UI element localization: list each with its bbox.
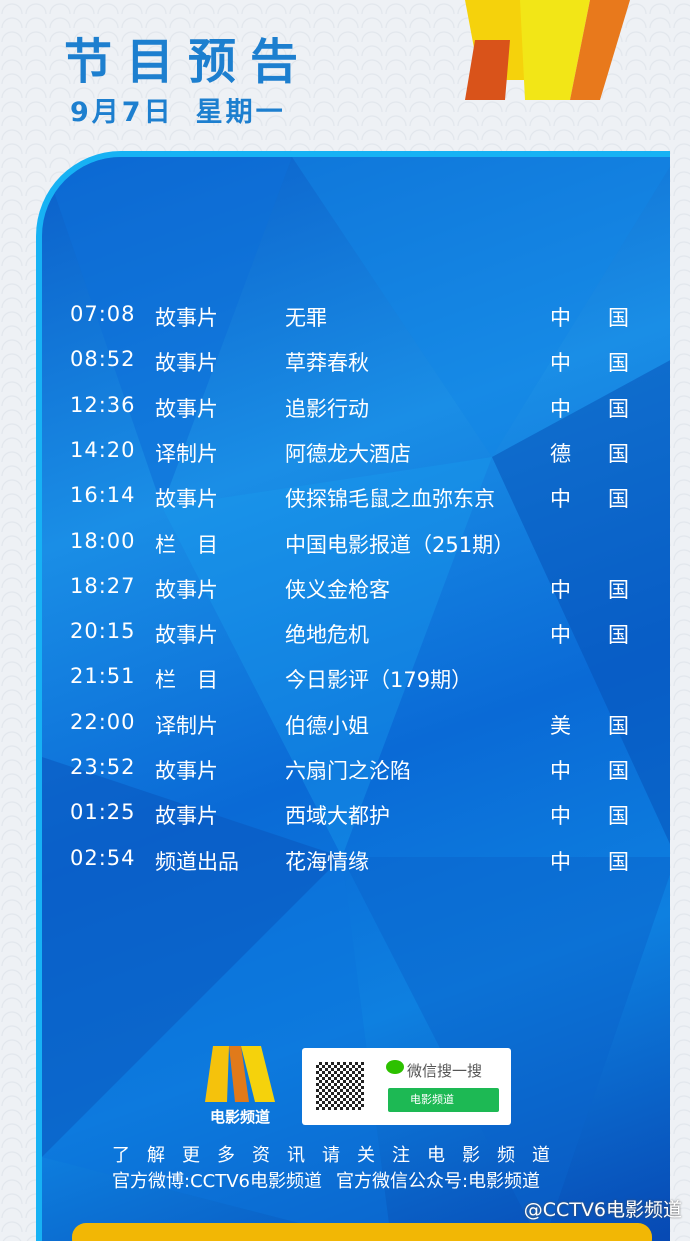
m-logo-icon xyxy=(205,1046,275,1102)
program-time: 23:52 xyxy=(70,755,136,779)
program-title: 中国电影报道（251期） xyxy=(285,532,515,557)
country-char: 国 xyxy=(608,804,629,829)
follow-text: 了解更多资讯请关注电影频道 xyxy=(112,1145,567,1166)
program-time: 02:54 xyxy=(70,845,136,870)
program-type: 故事片 xyxy=(155,487,218,512)
program-type: 译制片 xyxy=(155,713,218,738)
schedule-row: 21:51 栏 目 今日影评（179期） xyxy=(42,664,670,694)
program-time: 20:15 xyxy=(70,619,136,644)
date-line: 9月7日 星期一 xyxy=(70,90,308,129)
schedule-row: 12:36 故事片 追影行动 中 国 xyxy=(42,393,670,423)
schedule-row: 02:54 频道出品 花海情缘 中 国 xyxy=(42,846,670,876)
program-title: 花海情缘 xyxy=(285,849,369,874)
country-char: 中 xyxy=(550,849,571,874)
wechat-account: 官方微信公众号:电影频道 xyxy=(335,1171,541,1192)
country-char: 中 xyxy=(550,487,571,512)
country-char: 中 xyxy=(550,396,571,421)
schedule-row: 14:20 译制片 阿德龙大酒店 德 国 xyxy=(42,438,670,468)
program-title: 伯德小姐 xyxy=(285,713,369,738)
program-title: 无罪 xyxy=(285,306,327,330)
country-char: 中 xyxy=(550,577,571,602)
country-char: 中 xyxy=(550,351,571,376)
program-title: 追影行动 xyxy=(285,396,369,421)
program-time: 16:14 xyxy=(70,483,136,508)
country-char: 国 xyxy=(608,306,629,330)
program-time: 14:20 xyxy=(70,437,136,462)
channel-logo-decoration xyxy=(465,0,630,100)
country-char: 中 xyxy=(550,306,571,330)
program-title: 今日影评（179期） xyxy=(285,668,473,693)
program-time: 18:00 xyxy=(70,528,136,553)
country-char: 国 xyxy=(608,849,629,874)
official-accounts: 官方微博:CCTV6电影频道 官方微信公众号:电影频道 xyxy=(112,1167,540,1193)
country-char: 德 xyxy=(550,441,571,466)
program-time: 07:08 xyxy=(70,302,136,326)
program-title: 西域大都护 xyxy=(285,804,390,829)
program-time: 18:27 xyxy=(70,573,136,598)
program-type: 故事片 xyxy=(155,759,218,783)
polygon-background xyxy=(42,157,670,1241)
program-type: 故事片 xyxy=(155,577,218,602)
country-char: 中 xyxy=(550,759,571,783)
qr-code xyxy=(316,1062,364,1110)
wechat-search-card[interactable]: 微信搜一搜 电影频道 xyxy=(302,1048,511,1125)
movie-channel-logo: 电影频道 xyxy=(200,1046,280,1127)
wechat-search-label: 微信搜一搜 xyxy=(407,1062,483,1080)
country-char: 国 xyxy=(608,713,629,738)
program-title: 草莽春秋 xyxy=(285,351,369,376)
program-title: 六扇门之沦陷 xyxy=(285,759,411,783)
program-title: 侠探锦毛鼠之血弥东京 xyxy=(285,487,495,512)
country-char: 国 xyxy=(608,759,629,783)
program-time: 22:00 xyxy=(70,709,136,734)
schedule-row: 16:14 故事片 侠探锦毛鼠之血弥东京 中 国 xyxy=(42,483,670,513)
country-char: 国 xyxy=(608,487,629,512)
program-title: 阿德龙大酒店 xyxy=(285,441,411,466)
country-char: 国 xyxy=(608,351,629,376)
program-type: 故事片 xyxy=(155,804,218,829)
logo-text: 电影频道 xyxy=(209,1108,270,1126)
program-time: 08:52 xyxy=(70,347,136,372)
country-char: 国 xyxy=(608,577,629,602)
schedule-row: 23:52 故事片 六扇门之沦陷 中 国 xyxy=(42,755,670,785)
schedule-row: 08:52 故事片 草莽春秋 中 国 xyxy=(42,347,670,377)
schedule-row: 22:00 译制片 伯德小姐 美 国 xyxy=(42,710,670,740)
schedule-panel: 07:08 故事片 无罪中国 08:52 故事片 草莽春秋中国 12:36 故事片 追影行动中国… xyxy=(36,151,670,1241)
wechat-search-button[interactable]: 电影频道 xyxy=(388,1088,499,1112)
country-char: 美 xyxy=(550,713,571,738)
page-title: 节目预告 xyxy=(64,34,313,90)
program-type: 频道出品 xyxy=(155,849,239,874)
schedule-row: 18:27 故事片 侠义金枪客 中 国 xyxy=(42,574,670,604)
program-time: 12:36 xyxy=(70,392,136,417)
country-char: 国 xyxy=(608,441,629,466)
weekday: 星期一 xyxy=(195,97,286,128)
schedule-row: 07:08 故事片 无罪 中 国 xyxy=(42,302,670,332)
bottom-bar xyxy=(72,1223,652,1241)
country-char: 中 xyxy=(550,804,571,829)
program-time: 21:51 xyxy=(70,664,136,689)
program-type: 译制片 xyxy=(155,441,218,466)
program-title: 绝地危机 xyxy=(285,623,369,648)
program-type: 栏 目 xyxy=(155,532,218,557)
program-title: 侠义金枪客 xyxy=(285,577,390,602)
program-type: 故事片 xyxy=(155,306,218,330)
schedule-row: 20:15 故事片 绝地危机 中 国 xyxy=(42,619,670,649)
program-type: 故事片 xyxy=(155,623,218,648)
weibo-watermark: @CCTV6电影频道 xyxy=(523,1199,682,1221)
country-char: 国 xyxy=(608,396,629,421)
schedule-row: 01:25 故事片 西域大都护 中 国 xyxy=(42,800,670,830)
program-type: 栏 目 xyxy=(155,668,218,693)
program-type: 故事片 xyxy=(155,396,218,421)
country-char: 国 xyxy=(608,623,629,648)
date: 9月7日 xyxy=(70,97,174,128)
schedule-row: 18:00 栏 目 中国电影报道（251期） xyxy=(42,529,670,559)
wechat-icon xyxy=(386,1060,404,1074)
program-type: 故事片 xyxy=(155,351,218,376)
country-char: 中 xyxy=(550,623,571,648)
program-time: 01:25 xyxy=(70,800,136,825)
weibo-account: 官方微博:CCTV6电影频道 xyxy=(112,1171,322,1192)
